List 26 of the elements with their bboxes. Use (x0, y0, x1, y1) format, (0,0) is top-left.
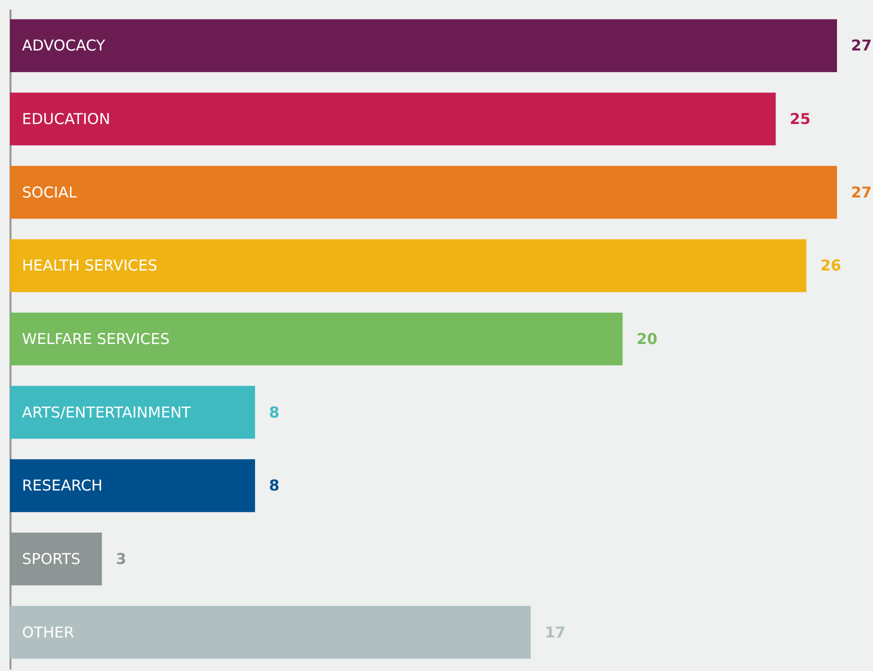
data-label: 20 (636, 330, 658, 348)
data-label: 8 (269, 403, 280, 422)
y-tick-label: HEALTH SERVICES (22, 256, 158, 275)
y-tick-label: WELFARE SERVICES (22, 330, 170, 348)
y-tick-label: ADVOCACY (22, 36, 106, 55)
bar (10, 386, 256, 439)
bar (10, 19, 837, 72)
data-label: 17 (544, 623, 566, 642)
data-label: 8 (269, 476, 280, 495)
y-tick-label: SOCIAL (22, 183, 78, 202)
data-label: 25 (790, 110, 811, 128)
bar (10, 92, 776, 146)
bar (10, 459, 256, 512)
bar (10, 606, 531, 659)
y-tick-label: SPORTS (22, 550, 80, 568)
bar (10, 239, 806, 292)
bar (10, 312, 623, 366)
y-tick-label: OTHER (22, 623, 74, 642)
y-tick-label: ARTS/ENTERTAINMENT (22, 403, 192, 422)
data-label: 26 (820, 256, 842, 275)
bar (10, 166, 837, 219)
y-tick-label: RESEARCH (22, 476, 103, 495)
data-label: 3 (116, 550, 126, 568)
y-tick-label: EDUCATION (22, 110, 110, 128)
data-label: 27 (851, 36, 872, 55)
data-label: 27 (851, 183, 872, 202)
